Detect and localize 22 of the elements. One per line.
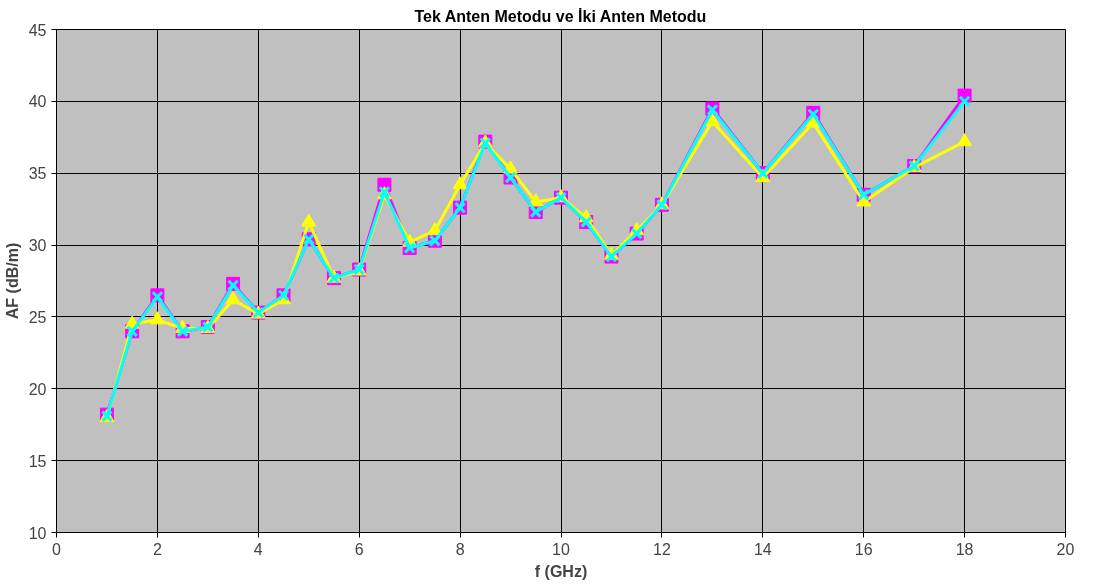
y-axis-title: AF (dB/m) (3, 242, 21, 320)
y-tick-label: 15 (28, 452, 47, 470)
y-tick-label: 40 (28, 93, 47, 111)
x-tick-label: 10 (552, 540, 570, 558)
x-tick-label: 6 (354, 540, 364, 558)
x-tick-label: 0 (52, 540, 62, 558)
x-tick-label: 8 (455, 540, 465, 558)
y-tick-label: 10 (28, 524, 47, 542)
x-tick-label: 20 (1056, 540, 1075, 558)
x-tick-label: 12 (653, 540, 671, 558)
y-tick-label: 30 (28, 237, 47, 255)
x-tick-label: 2 (152, 540, 162, 558)
y-tick-label: 45 (28, 21, 47, 39)
y-tick-label: 25 (28, 308, 47, 326)
y-tick-label: 20 (28, 380, 47, 398)
chart-title: Tek Anten Metodu ve İki Anten Metodu (414, 7, 707, 25)
x-tick-label: 16 (854, 540, 873, 558)
x-axis-title: f (GHz) (534, 562, 588, 580)
x-tick-label: 18 (955, 540, 974, 558)
x-tick-label: 4 (253, 540, 263, 558)
y-tick-label: 35 (28, 165, 47, 183)
x-tick-label: 14 (753, 540, 772, 558)
